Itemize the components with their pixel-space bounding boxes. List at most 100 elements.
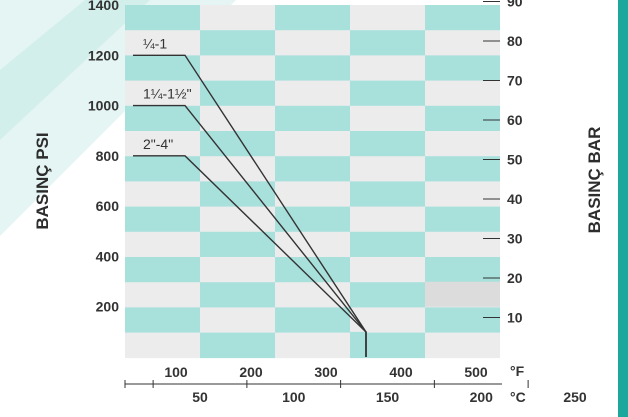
grid-cell (425, 156, 500, 182)
grid-cell (350, 231, 425, 258)
grid-cell (275, 231, 350, 258)
grid-cell (425, 281, 500, 307)
series-label: 2"-4" (143, 136, 173, 152)
grid-cell (350, 181, 425, 207)
grid-cell (275, 156, 350, 182)
bar-tick-label: 20 (507, 270, 523, 286)
grid-cell (200, 105, 275, 132)
grid-cell (200, 282, 275, 308)
y-axis-title-right: BASINÇ BAR (585, 127, 604, 234)
grid-cell (200, 55, 275, 81)
grid-cell (200, 156, 275, 182)
fahrenheit-tick-label: 100 (164, 364, 188, 380)
celsius-tick-label: 100 (282, 389, 306, 405)
bar-tick-label: 60 (507, 112, 523, 128)
grid-cell (125, 206, 200, 233)
celsius-tick-label: 50 (192, 389, 208, 405)
grid-cell (125, 231, 200, 258)
grid-cell (125, 105, 200, 132)
y-axis-title-left: BASINÇ PSI (33, 132, 52, 229)
grid-cell (200, 30, 275, 56)
grid-cell (425, 257, 500, 283)
bar-tick-label: 40 (507, 191, 523, 207)
grid-cell (275, 307, 350, 333)
grid-cell (125, 332, 200, 359)
psi-tick-label: 1000 (88, 98, 119, 114)
grid-cell (275, 55, 350, 81)
fahrenheit-unit: °F (510, 363, 525, 379)
grid-cell (200, 206, 275, 233)
series-lines: ¼-1 1¼-1½" 2"-4" (133, 35, 367, 357)
grid-cell (350, 257, 425, 283)
psi-tick-label: 1200 (88, 47, 119, 63)
grid-cell (275, 181, 350, 207)
grid-cell (125, 307, 200, 333)
grid-cell (350, 331, 365, 357)
grid-cell (425, 307, 500, 333)
grid-cell (125, 80, 200, 107)
celsius-tick-label: 150 (376, 389, 400, 405)
bar-tick-label: 30 (507, 231, 523, 247)
fahrenheit-tick-label: 500 (464, 364, 488, 380)
psi-tick-label: 1400 (88, 0, 119, 13)
grid-cell (275, 30, 350, 56)
grid-cell (125, 156, 200, 182)
bar-tick-label: 70 (507, 73, 523, 89)
grid-cell (350, 156, 425, 182)
grid-cell (425, 332, 500, 359)
grid-cell (275, 332, 350, 359)
grid-cell (200, 307, 275, 333)
background-shape (0, 0, 150, 140)
series-label: ¼-1 (143, 35, 167, 51)
grid-cell (275, 282, 350, 308)
grid-cell (275, 80, 350, 107)
grid-cell (350, 55, 425, 81)
celsius-tick-label: 250 (563, 389, 587, 405)
grid-cell (350, 206, 425, 233)
grid-cell (125, 131, 200, 157)
series-label: 1¼-1½" (143, 86, 192, 102)
psi-tick-label: 400 (96, 248, 120, 264)
bar-tick-label: 80 (507, 33, 523, 49)
grid-cell (350, 5, 425, 31)
axis-ticks: 200 400 600 800 1000 1200 1400 10 20 30 40 50 60 70 80… (88, 0, 587, 405)
axis-labels: BASINÇ PSI BASINÇ BAR (33, 127, 604, 234)
bar-tick-label: 90 (507, 0, 523, 10)
grid-cell (425, 131, 500, 157)
grid-cell (125, 282, 200, 308)
grid-cell (425, 206, 500, 233)
grid-cell (125, 30, 200, 56)
grid-cell (425, 231, 500, 258)
bar-tick-label: 50 (507, 152, 523, 168)
grid-cell (425, 80, 500, 107)
celsius-unit: °C (510, 389, 526, 405)
grid-cell (200, 80, 275, 107)
plot-grid (125, 5, 500, 359)
grid-cell (200, 332, 275, 359)
psi-tick-label: 600 (96, 198, 120, 214)
grid-cell (350, 80, 425, 107)
right-accent-bar (618, 0, 628, 417)
grid-cell (350, 105, 425, 132)
grid-cell (125, 5, 200, 31)
grid-cell (275, 131, 350, 157)
grid-cell (425, 30, 500, 56)
grid-cell (350, 30, 425, 56)
fahrenheit-tick-label: 300 (314, 364, 338, 380)
fahrenheit-tick-label: 400 (389, 364, 413, 380)
grid-cell (275, 105, 350, 132)
psi-tick-label: 800 (96, 148, 120, 164)
grid-cell (350, 307, 425, 333)
grid-cell (125, 257, 200, 283)
grid-cell (125, 55, 200, 81)
grid-cell (200, 231, 275, 258)
grid-cell (200, 5, 275, 31)
grid-cell (425, 105, 500, 132)
grid-cell (275, 257, 350, 283)
celsius-tick-label: 200 (470, 389, 494, 405)
grid-cell (350, 131, 425, 157)
grid-cell (350, 282, 425, 308)
grid-cell (425, 5, 500, 31)
series-line (133, 155, 367, 357)
